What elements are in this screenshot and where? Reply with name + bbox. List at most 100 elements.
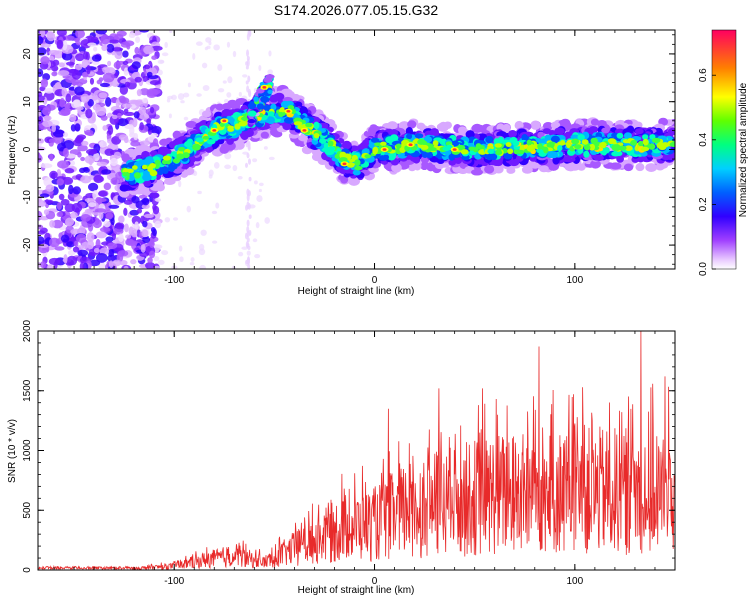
noise-blob bbox=[87, 42, 97, 47]
ridge-blob bbox=[460, 149, 469, 155]
ridge-blob bbox=[172, 130, 182, 140]
y-tick-label: 1000 bbox=[22, 439, 33, 462]
ridge-blob bbox=[496, 148, 502, 154]
faint-blob bbox=[241, 246, 249, 250]
noise-blob bbox=[58, 62, 65, 68]
faint-blob bbox=[157, 259, 165, 265]
faint-blob bbox=[153, 255, 160, 262]
ridge-blob bbox=[507, 148, 514, 155]
ridge-blob bbox=[574, 144, 582, 150]
ridge-blob bbox=[390, 129, 398, 136]
noise-blob bbox=[124, 124, 135, 129]
noise-blob bbox=[95, 231, 107, 239]
ridge-blob bbox=[162, 155, 171, 161]
faint-blob bbox=[164, 41, 168, 48]
noise-blob bbox=[143, 213, 154, 219]
ridge-blob bbox=[611, 144, 620, 151]
ridge-blob bbox=[260, 131, 269, 139]
ridge-blob bbox=[601, 127, 610, 134]
faint-blob bbox=[217, 64, 223, 71]
ridge-blob bbox=[313, 133, 320, 139]
x-tick-label: 100 bbox=[566, 275, 583, 286]
colorbar-tick-label: 0.2 bbox=[698, 197, 709, 211]
ridge-blob bbox=[538, 165, 549, 173]
noise-blob bbox=[86, 64, 91, 75]
noise-blob bbox=[39, 193, 50, 198]
noise-blob bbox=[113, 61, 122, 69]
faint-blob bbox=[183, 116, 189, 121]
noise-blob bbox=[123, 223, 129, 233]
noise-blob bbox=[85, 108, 93, 119]
ridge-blob bbox=[368, 126, 378, 135]
ridge-blob bbox=[283, 117, 294, 124]
noise-blob bbox=[70, 228, 82, 235]
noise-blob bbox=[103, 220, 111, 228]
ridge-blob bbox=[172, 158, 181, 164]
noise-blob bbox=[107, 125, 114, 135]
ridge-blob bbox=[409, 155, 420, 162]
noise-blob bbox=[133, 132, 139, 141]
ridge-blob bbox=[221, 102, 232, 111]
noise-blob bbox=[54, 246, 65, 251]
noise-blob bbox=[49, 170, 58, 179]
ridge-blob bbox=[554, 127, 565, 135]
noise-blob bbox=[42, 120, 53, 128]
faint-blob bbox=[252, 238, 258, 243]
noise-blob bbox=[125, 238, 135, 246]
noise-blob bbox=[63, 35, 75, 41]
noise-blob bbox=[101, 44, 108, 51]
ridge-blob bbox=[592, 141, 602, 146]
noise-blob bbox=[131, 196, 140, 204]
noise-blob bbox=[117, 112, 122, 119]
ridge-blob bbox=[616, 132, 624, 139]
noise-blob bbox=[38, 152, 41, 163]
ridge-blob bbox=[583, 144, 591, 151]
noise-blob bbox=[123, 111, 135, 117]
ridge-blob bbox=[417, 138, 426, 145]
faint-blob bbox=[190, 257, 195, 263]
x-tick-label: -100 bbox=[164, 275, 184, 286]
noise-blob bbox=[139, 113, 150, 120]
ridge-blob bbox=[581, 139, 589, 145]
snr-xlabel: Height of straight line (km) bbox=[298, 585, 415, 596]
faint-blob bbox=[247, 75, 251, 83]
faint-blob bbox=[217, 88, 225, 93]
noise-blob bbox=[122, 60, 129, 65]
faint-blob bbox=[268, 156, 275, 161]
ridge-blob bbox=[206, 139, 216, 145]
colorbar-label: Normalized spectral amplitude bbox=[738, 82, 749, 217]
ridge-blob bbox=[577, 134, 585, 141]
faint-blob bbox=[226, 92, 232, 98]
ridge-blob bbox=[526, 145, 535, 152]
faint-blob bbox=[245, 204, 249, 211]
ridge-blob bbox=[502, 123, 511, 133]
noise-blob bbox=[75, 135, 85, 142]
faint-blob bbox=[224, 164, 232, 170]
ridge-blob bbox=[202, 135, 210, 140]
noise-blob bbox=[84, 155, 96, 164]
noise-blob bbox=[90, 36, 99, 43]
ridge-blob bbox=[380, 141, 387, 146]
faint-blob bbox=[258, 188, 262, 193]
noise-blob bbox=[40, 261, 46, 269]
noise-blob bbox=[105, 97, 112, 107]
noise-blob bbox=[100, 34, 111, 45]
noise-blob bbox=[64, 103, 71, 110]
ridge-blob bbox=[648, 143, 656, 150]
ridge-blob bbox=[536, 148, 543, 154]
faint-blob bbox=[172, 217, 179, 221]
noise-blob bbox=[88, 202, 97, 208]
noise-blob bbox=[67, 249, 76, 256]
noise-blob bbox=[39, 43, 51, 48]
noise-blob bbox=[40, 163, 53, 169]
noise-blob bbox=[48, 237, 60, 248]
noise-blob bbox=[91, 95, 98, 101]
noise-blob bbox=[99, 82, 110, 88]
ridge-blob bbox=[157, 170, 164, 176]
ridge-blob bbox=[339, 151, 347, 159]
faint-blob bbox=[247, 203, 251, 210]
ridge-blob bbox=[142, 173, 152, 182]
faint-blob bbox=[197, 190, 202, 195]
snr-series bbox=[38, 331, 675, 570]
